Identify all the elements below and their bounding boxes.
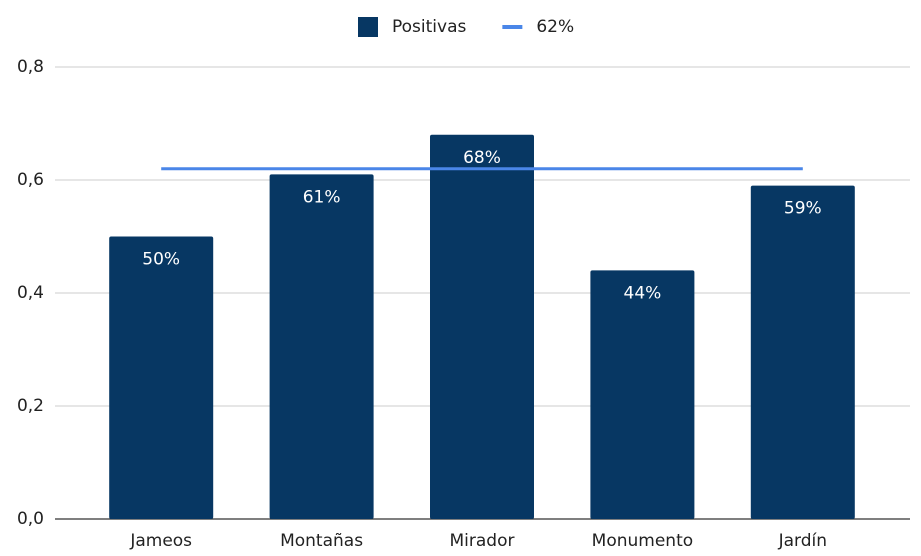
y-tick-label: 0,4 — [17, 283, 44, 303]
x-tick-label: Mirador — [450, 531, 515, 551]
legend-label: 62% — [536, 17, 574, 37]
data-label: 61% — [303, 187, 341, 207]
bar — [590, 270, 695, 519]
legend-swatch — [358, 17, 378, 37]
data-label: 59% — [784, 199, 822, 219]
data-label: 44% — [624, 283, 662, 303]
x-tick-label: Jameos — [129, 531, 192, 551]
y-tick-label: 0,6 — [17, 170, 44, 190]
y-tick-label: 0,0 — [17, 509, 44, 529]
bar — [109, 236, 214, 519]
bar — [269, 174, 374, 519]
x-tick-label: Monumento — [592, 531, 693, 551]
x-tick-label: Jardín — [778, 531, 827, 551]
data-label: 50% — [142, 250, 180, 270]
bar — [430, 134, 534, 520]
y-tick-label: 0,8 — [17, 57, 44, 77]
data-label: 68% — [463, 148, 501, 168]
x-tick-label: Montañas — [280, 531, 363, 551]
bar — [750, 185, 855, 519]
y-tick-label: 0,2 — [17, 396, 44, 416]
legend-label: Positivas — [392, 17, 466, 37]
